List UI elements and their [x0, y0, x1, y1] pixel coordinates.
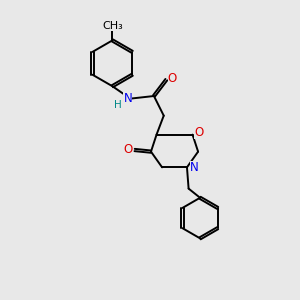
- Text: CH₃: CH₃: [102, 21, 123, 31]
- Text: N: N: [123, 92, 132, 105]
- Text: H: H: [114, 100, 122, 110]
- Text: O: O: [124, 143, 133, 157]
- Text: O: O: [168, 71, 177, 85]
- Text: O: O: [194, 125, 204, 139]
- Text: N: N: [190, 161, 199, 175]
